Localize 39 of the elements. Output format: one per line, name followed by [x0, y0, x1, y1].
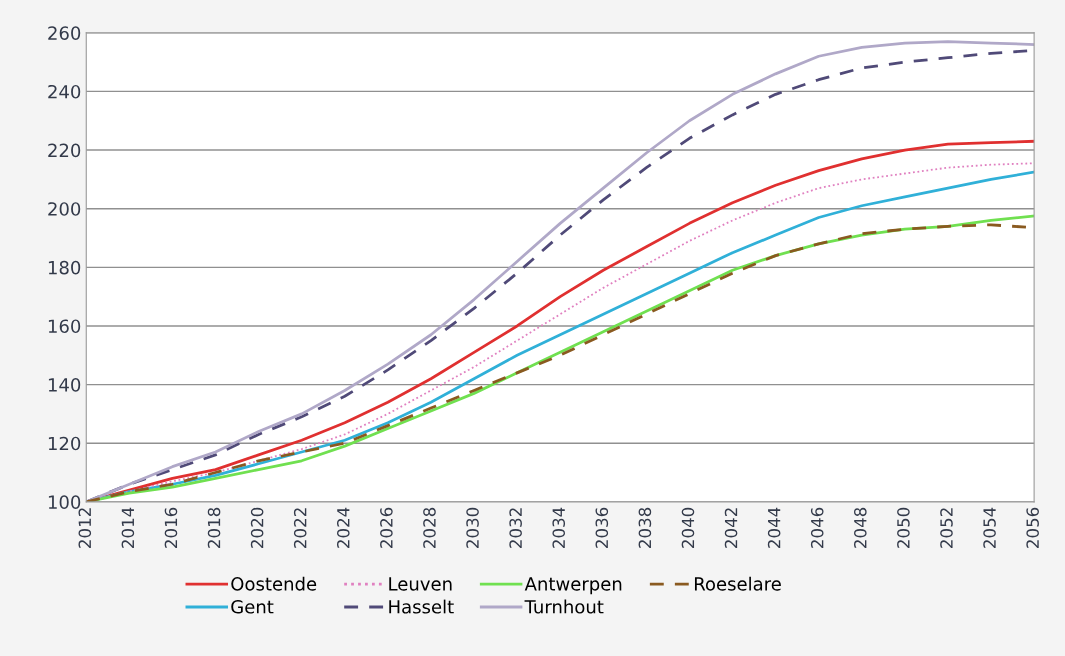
x-tick-label: 2056 — [1026, 507, 1039, 548]
legend-label: Gent — [231, 599, 274, 614]
x-tick-label: 2012 — [78, 508, 92, 548]
y-tick-label: 120 — [48, 436, 81, 451]
x-tick-label: 2014 — [121, 507, 135, 548]
x-tick-label: 2028 — [423, 507, 436, 548]
x-tick-label: 2044 — [767, 507, 781, 548]
y-tick-label: 260 — [48, 26, 81, 40]
x-tick-label: 2042 — [724, 508, 738, 548]
y-tick-label: 160 — [48, 319, 81, 334]
y-tick-label: 220 — [48, 143, 81, 158]
legend-label: Roeselare — [694, 576, 781, 591]
x-tick-label: 2050 — [897, 507, 910, 548]
legend-label: Hasselt — [389, 599, 454, 614]
x-tick-label: 2034 — [552, 507, 566, 548]
legend-label: Turnhout — [524, 599, 604, 614]
y-tick-label: 140 — [48, 378, 81, 392]
x-tick-label: 2022 — [293, 508, 307, 548]
x-tick-label: 2036 — [595, 507, 609, 548]
x-tick-label: 2018 — [207, 507, 221, 548]
x-tick-label: 2052 — [940, 508, 953, 548]
y-tick-label: 200 — [48, 202, 81, 216]
x-tick-label: 2032 — [509, 508, 522, 548]
x-tick-label: 2038 — [638, 507, 652, 548]
legend-label: Leuven — [389, 577, 452, 591]
x-tick-label: 2046 — [810, 507, 824, 548]
x-tick-label: 2054 — [983, 507, 996, 548]
x-tick-label: 2048 — [854, 507, 867, 548]
y-tick-label: 240 — [48, 84, 81, 99]
y-tick-label: 180 — [48, 260, 81, 275]
x-tick-label: 2026 — [380, 507, 393, 548]
x-tick-label: 2040 — [681, 507, 695, 548]
y-tick-label: 100 — [48, 495, 81, 509]
x-tick-label: 2030 — [466, 507, 479, 548]
x-tick-label: 2020 — [250, 507, 264, 548]
legend-label: Antwerpen — [524, 577, 622, 595]
x-tick-label: 2016 — [164, 507, 178, 548]
x-tick-label: 2024 — [337, 507, 350, 548]
legend-label: Oostende — [231, 576, 317, 591]
